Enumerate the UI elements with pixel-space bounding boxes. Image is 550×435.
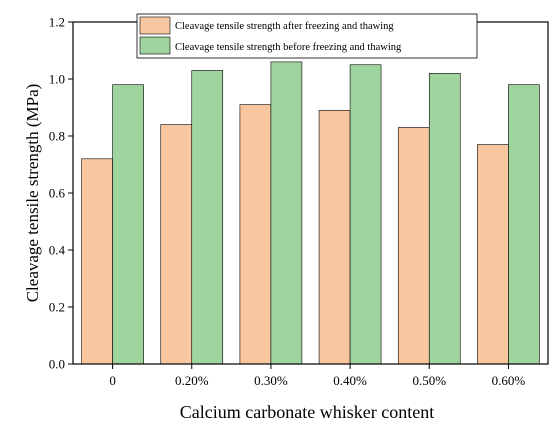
x-tick-label: 0.40%	[333, 373, 367, 388]
legend-swatch-after	[139, 16, 171, 35]
y-axis-title: Cleavage tensile strength (MPa)	[23, 84, 42, 303]
bars-group	[81, 61, 540, 365]
bar-after-0	[81, 158, 113, 365]
legend: Cleavage tensile strength after freezing…	[136, 13, 478, 59]
x-axis-ticks: 0 0.20% 0.30% 0.40% 0.50% 0.60%	[109, 364, 525, 388]
y-tick-label: 1.0	[49, 72, 65, 87]
legend-swatch-before	[139, 36, 171, 55]
bar-before-1	[191, 70, 224, 365]
bar-after-3	[318, 110, 351, 365]
x-tick-label: 0	[109, 373, 116, 388]
bar-before-4	[428, 73, 461, 365]
bar-after-4	[397, 127, 430, 365]
bar-after-2	[239, 104, 272, 365]
x-axis-title: Calcium carbonate whisker content	[180, 402, 434, 422]
bar-before-0	[112, 84, 144, 365]
x-tick-label: 0.30%	[254, 373, 288, 388]
legend-label-after: Cleavage tensile strength after freezing…	[175, 21, 394, 32]
bar-after-1	[160, 124, 193, 365]
bar-before-3	[349, 64, 382, 365]
y-tick-label: 1.2	[49, 15, 65, 30]
bar-before-5	[508, 84, 540, 365]
legend-box	[136, 13, 478, 59]
y-axis-ticks: 0.0 0.2 0.4 0.6 0.8 1.0 1.2	[49, 15, 73, 372]
bar-after-5	[477, 144, 509, 365]
y-tick-label: 0.2	[49, 300, 65, 315]
y-tick-label: 0.8	[49, 129, 65, 144]
y-tick-label: 0.6	[49, 186, 66, 201]
y-tick-label: 0.4	[49, 243, 66, 258]
x-tick-label: 0.50%	[412, 373, 446, 388]
y-tick-label: 0.0	[49, 357, 65, 372]
x-tick-label: 0.20%	[175, 373, 209, 388]
bar-before-2	[270, 61, 303, 365]
legend-label-before: Cleavage tensile strength before freezin…	[175, 42, 402, 53]
plot-frame	[72, 21, 549, 365]
x-tick-label: 0.60%	[492, 373, 526, 388]
